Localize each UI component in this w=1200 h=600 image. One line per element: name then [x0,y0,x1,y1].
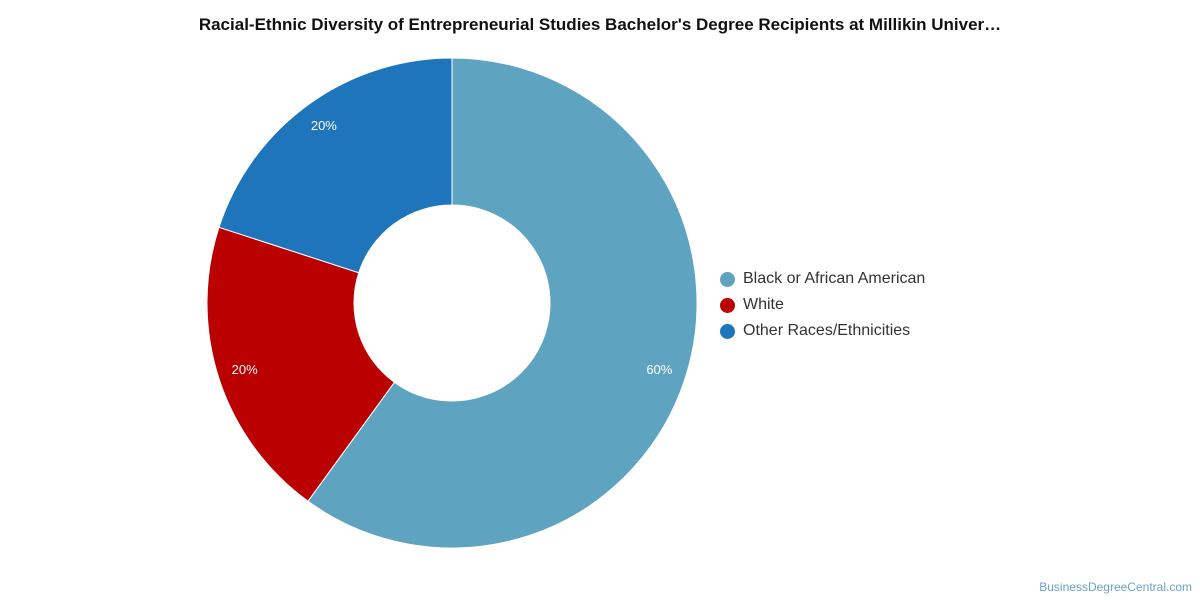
source-watermark[interactable]: BusinessDegreeCentral.com [1039,580,1192,594]
slice-other-races-ethnicities[interactable] [218,57,453,274]
slice-black-or-african-american[interactable] [307,57,698,549]
legend-label-other-races: Other Races/Ethnicities [743,322,911,339]
data-label-black-or-african-american: 60% [646,362,672,377]
legend-swatch-white [720,297,735,313]
legend-item-black-or-african-american[interactable]: Black or African American [720,266,925,292]
legend-swatch-black-or-african-american [720,271,735,287]
legend-label-white: White [743,296,784,313]
legend-item-other-races[interactable]: Other Races/Ethnicities [720,318,925,344]
data-label-other-races-ethnicities: 20% [311,118,337,133]
legend-label-black-or-african-american: Black or African American [743,270,926,287]
legend-item-white[interactable]: White [720,292,925,318]
chart-title: Racial-Ethnic Diversity of Entrepreneuri… [198,15,1002,34]
legend-swatch-other-races [720,323,735,339]
slice-white[interactable] [206,226,396,502]
data-label-white: 20% [232,362,258,377]
chart-legend: Black or African American White Other Ra… [720,266,925,344]
